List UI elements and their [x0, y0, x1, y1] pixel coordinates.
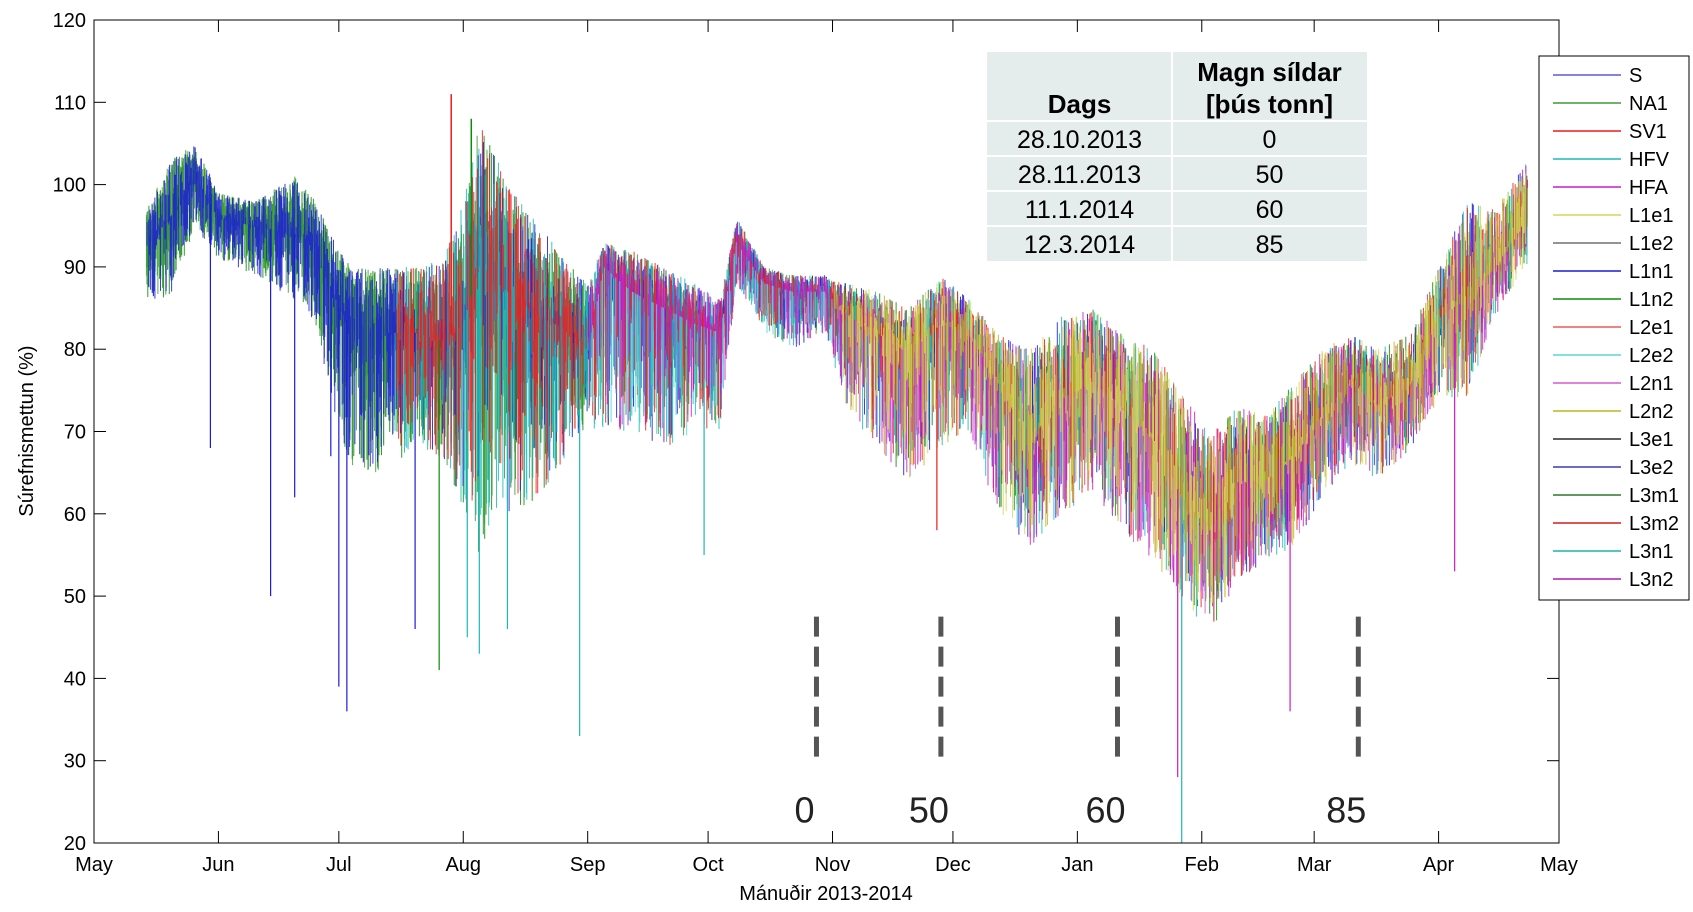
table-cell-amount: 50: [1256, 161, 1284, 189]
table-cell-date: 28.10.2013: [1017, 126, 1142, 154]
y-tick-label: 20: [64, 833, 86, 855]
x-tick-label: Jun: [202, 854, 234, 876]
x-tick-label: Jul: [326, 854, 352, 876]
table-header-amount: [þús tonn]: [1206, 89, 1333, 119]
info-table: Dags Magn síldar[þús tonn] 28.10.2013 0 28.1…: [987, 52, 1367, 261]
y-tick-label: 120: [53, 10, 86, 32]
data-layer: [145, 94, 1528, 843]
y-tick-label: 110: [54, 92, 86, 114]
legend-label: L3n1: [1629, 541, 1674, 563]
legend-label: L3m2: [1629, 513, 1679, 535]
y-tick-label: 40: [64, 668, 86, 690]
table-header-date: Dags: [1048, 89, 1112, 119]
table-cell-amount: 0: [1263, 126, 1277, 154]
sensor-trace: [839, 173, 1526, 611]
legend-box: [1538, 55, 1690, 601]
legend-label: L2n1: [1629, 373, 1674, 395]
table-cell-date: 11.1.2014: [1025, 196, 1134, 224]
herring-marker-label: 50: [909, 789, 949, 830]
x-axis-title: Mánuðir 2013-2014: [739, 883, 912, 905]
y-tick-label: 80: [64, 339, 86, 361]
legend-label: L3e2: [1629, 457, 1674, 479]
y-tick-label: 50: [64, 586, 86, 608]
table-cell-amount: 85: [1256, 231, 1284, 259]
x-tick-label: Feb: [1185, 854, 1219, 876]
table-cell-amount: 60: [1256, 196, 1284, 224]
x-tick-label: Aug: [445, 854, 481, 876]
table-header-amount: Magn síldar: [1197, 57, 1341, 87]
legend-label: SV1: [1629, 121, 1667, 143]
legend-label: L2n2: [1629, 401, 1674, 423]
x-tick-label: Nov: [815, 854, 851, 876]
y-tick-label: 30: [64, 751, 86, 773]
table-cell-date: 12.3.2014: [1024, 231, 1135, 259]
x-tick-label: Dec: [935, 854, 971, 876]
x-tick-label: May: [75, 854, 113, 876]
x-tick-label: Mar: [1297, 854, 1332, 876]
x-tick-label: Oct: [693, 854, 725, 876]
y-tick-label: 90: [64, 257, 86, 279]
x-tick-label: May: [1540, 854, 1578, 876]
legend-label: L3e1: [1629, 429, 1674, 451]
legend-label: L1e2: [1629, 233, 1674, 255]
legend-label: HFV: [1629, 149, 1670, 171]
herring-marker-label: 0: [794, 789, 814, 830]
x-tick-label: Apr: [1423, 854, 1454, 876]
annotation-layer: 0 50 60 85: [794, 616, 1366, 830]
table-cell-date: 28.11.2013: [1018, 161, 1141, 189]
y-tick-label: 60: [64, 504, 86, 526]
herring-marker-label: 60: [1085, 789, 1125, 830]
legend-label: S: [1629, 65, 1642, 87]
legend-label: L1n1: [1629, 261, 1674, 283]
legend-label: L1n2: [1629, 289, 1674, 311]
axes-layer: 20 30 40 50 60 70 80 90 100 110 120 May Jun Jul Aug Sep…: [53, 10, 1578, 876]
y-tick-label: 100: [53, 175, 86, 197]
x-tick-label: Sep: [570, 854, 606, 876]
x-tick-label: Jan: [1061, 854, 1093, 876]
y-axis-title: Súrefnismettun (%): [16, 345, 38, 516]
legend-label: L2e2: [1629, 345, 1674, 367]
legend-label: L2e1: [1629, 317, 1674, 339]
herring-marker-label: 85: [1326, 789, 1366, 830]
legend-label: L3m1: [1629, 485, 1679, 507]
legend: S NA1 SV1 HFV HFA L1e1 L1e2 L1n1 L1n2 L2e1 L2e2 L2n…: [1538, 55, 1690, 601]
legend-label: NA1: [1629, 93, 1668, 115]
y-tick-label: 70: [64, 422, 86, 444]
legend-label: L1e1: [1629, 205, 1674, 227]
legend-label: L3n2: [1629, 569, 1674, 591]
legend-label: HFA: [1629, 177, 1669, 199]
